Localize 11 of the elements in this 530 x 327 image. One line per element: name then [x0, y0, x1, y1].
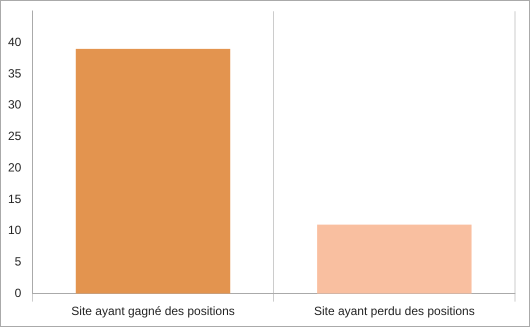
y-tick-label: 15	[8, 192, 22, 206]
y-tick-label: 20	[8, 160, 22, 174]
y-tick-label: 30	[8, 98, 22, 112]
y-tick-label: 0	[14, 286, 22, 300]
x-tick-label: Site ayant perdu des positions	[314, 304, 475, 318]
x-tick-label: Site ayant gagné des positions	[71, 304, 235, 318]
y-tick-label: 10	[8, 223, 22, 238]
y-tick-label: 35	[8, 66, 22, 80]
y-tick-label: 40	[8, 34, 22, 49]
y-tick-label: 5	[14, 254, 22, 269]
y-tick-label: 25	[8, 129, 22, 144]
